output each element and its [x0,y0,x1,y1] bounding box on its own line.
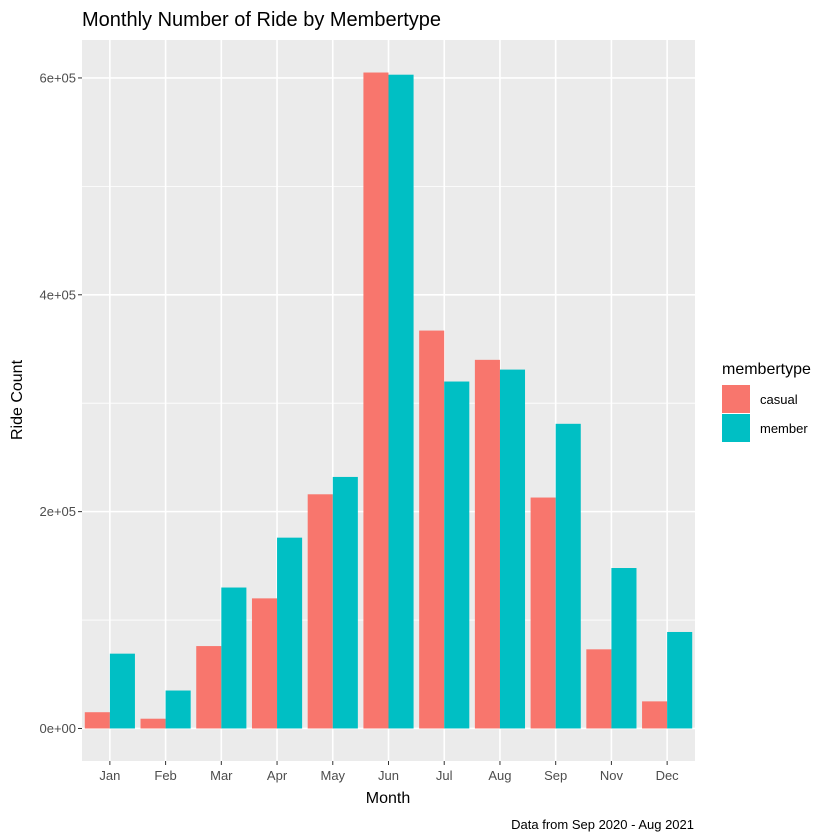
legend: membertype casual member [722,361,811,442]
bar-casual-feb [140,718,166,729]
bar-casual-mar [196,646,222,729]
bar-member-may [332,476,358,729]
bar-casual-may [307,494,333,729]
bar-member-mar [221,587,247,729]
x-tick-label: Mar [210,768,233,783]
x-tick-label: Sep [544,768,567,783]
bar-member-jan [109,653,135,729]
x-tick-label: Dec [656,768,680,783]
x-tick-label: Aug [488,768,511,783]
bar-member-nov [611,568,637,729]
y-tick-label: 2e+05 [39,504,76,519]
chart-caption: Data from Sep 2020 - Aug 2021 [511,817,694,832]
bar-casual-nov [586,649,612,729]
bar-member-dec [667,631,693,729]
x-tick-label: Jan [99,768,120,783]
bar-member-jul [444,381,470,729]
bar-member-feb [165,690,191,729]
bar-casual-sep [530,497,556,729]
legend-title: membertype [722,361,811,378]
bar-member-aug [499,369,526,729]
legend-label-member: member [760,421,808,436]
x-tick-label: Nov [600,768,624,783]
y-axis-title: Ride Count [9,359,26,440]
bar-member-jun [388,74,414,729]
x-tick-label: Jul [436,768,453,783]
x-axis-title: Month [366,790,410,807]
y-tick-label: 0e+00 [39,721,76,736]
x-tick-label: May [320,768,345,783]
bar-casual-apr [251,598,278,729]
x-tick-label: Jun [378,768,399,783]
legend-swatch-member [722,414,750,442]
bar-member-sep [555,423,581,729]
bar-casual-dec [642,701,668,729]
legend-label-casual: casual [760,392,798,407]
y-axis: 0e+00 2e+05 4e+05 6e+05 [39,70,82,736]
y-tick-label: 4e+05 [39,287,76,302]
y-tick-label: 6e+05 [39,70,76,85]
bars [84,72,693,729]
bar-casual-jan [84,712,110,729]
bar-casual-aug [474,359,500,729]
legend-swatch-casual [722,385,750,413]
bar-casual-jul [419,330,445,729]
x-tick-label: Feb [154,768,176,783]
x-tick-label: Apr [267,768,288,783]
chart-title: Monthly Number of Ride by Membertype [82,9,441,31]
bar-member-apr [277,537,303,729]
x-axis: Jan Feb Mar Apr May Jun Jul Aug Sep Nov Dec [99,761,679,783]
bar-casual-jun [363,72,389,729]
